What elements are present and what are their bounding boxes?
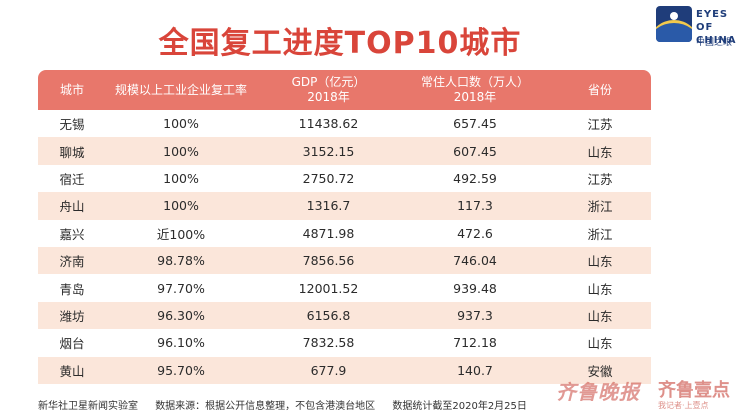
cell-gdp: 7856.56 — [302, 253, 355, 269]
cell-rate: 95.70% — [157, 362, 205, 378]
table-row: 烟台 96.10% 7832.58 712.18 山东 — [38, 329, 651, 357]
header-population: 常住人口数（万人） 2018年 — [401, 75, 549, 105]
cell-province: 浙江 — [587, 199, 613, 215]
cell-population: 937.3 — [457, 307, 493, 323]
cell-city: 青岛 — [59, 281, 85, 297]
header-gdp: GDP（亿元） 2018年 — [256, 75, 401, 105]
cell-province: 江苏 — [587, 171, 613, 187]
cell-province: 浙江 — [587, 226, 613, 242]
header-city: 城市 — [38, 83, 106, 98]
cell-gdp: 4871.98 — [302, 225, 355, 241]
cell-population: 607.45 — [453, 143, 497, 159]
table-row: 聊城 100% 3152.15 607.45 山东 — [38, 137, 651, 165]
table-row: 潍坊 96.30% 6156.8 937.3 山东 — [38, 301, 651, 330]
cell-province: 山东 — [587, 254, 613, 270]
cell-gdp: 2750.72 — [302, 170, 355, 186]
cell-population: 657.45 — [453, 116, 497, 132]
watermark-reporter: 我记者·上壹点 — [658, 401, 709, 410]
cell-city: 济南 — [59, 254, 85, 270]
cell-population: 117.3 — [457, 198, 493, 214]
cell-province: 山东 — [587, 308, 613, 324]
cell-rate: 100% — [163, 116, 199, 132]
table-row: 青岛 97.70% 12001.52 939.48 山东 — [38, 274, 651, 302]
cell-population: 140.7 — [457, 362, 493, 378]
cell-population: 746.04 — [453, 253, 497, 269]
cell-rate: 近100% — [156, 226, 206, 242]
header-province: 省份 — [549, 83, 651, 98]
header-rate: 规模以上工业企业复工率 — [106, 83, 256, 98]
ranking-table: 城市 规模以上工业企业复工率 GDP（亿元） 2018年 常住人口数（万人） 2… — [38, 70, 651, 384]
table-row: 宿迁 100% 2750.72 492.59 江苏 — [38, 164, 651, 193]
cell-city: 潍坊 — [59, 308, 85, 324]
cell-rate: 96.10% — [157, 335, 205, 351]
watermark-paper: 齐鲁晚报 — [556, 380, 640, 404]
footer-cutoff: 数据统计截至2020年2月25日 — [392, 401, 527, 412]
cell-gdp: 3152.15 — [302, 143, 355, 159]
cell-city: 嘉兴 — [59, 226, 85, 242]
logo-cn: 中国之眼 — [696, 38, 733, 48]
cell-city: 宿迁 — [59, 171, 85, 187]
header-gdp-label: GDP（亿元） — [291, 75, 366, 89]
cell-gdp: 677.9 — [310, 362, 347, 378]
table-row: 嘉兴 近100% 4871.98 472.6 浙江 — [38, 219, 651, 247]
cell-province: 山东 — [587, 281, 613, 297]
cell-gdp: 1316.7 — [306, 198, 351, 214]
cell-city: 无锡 — [59, 117, 85, 133]
footer-source-lab: 新华社卫星新闻实验室 — [38, 401, 138, 412]
cell-rate: 100% — [163, 198, 199, 214]
logo-brand: EYES OF CHINA — [696, 8, 748, 47]
cell-population: 712.18 — [453, 335, 497, 351]
header-gdp-year: 2018年 — [307, 90, 350, 104]
logo-brand-line2: CHINA — [696, 35, 737, 46]
cell-city: 舟山 — [59, 199, 85, 215]
table-row: 舟山 100% 1316.7 117.3 浙江 — [38, 192, 651, 220]
page-title: 全国复工进度TOP10城市 — [158, 26, 522, 61]
cell-province: 安徽 — [587, 363, 613, 379]
footer-data-source: 数据来源：根据公开信息整理，不包含港澳台地区 — [155, 401, 376, 412]
cell-rate: 98.78% — [157, 253, 205, 269]
cell-rate: 100% — [163, 143, 199, 159]
cell-population: 939.48 — [453, 280, 497, 296]
cell-city: 烟台 — [59, 336, 85, 352]
cell-gdp: 7832.58 — [302, 335, 355, 351]
watermark-app: 齐鲁壹点 — [658, 380, 730, 401]
eyes-of-china-logo: EYES OF CHINA 中国之眼 — [656, 6, 748, 50]
cell-gdp: 12001.52 — [298, 280, 359, 296]
header-province-label: 省份 — [587, 82, 612, 97]
table-row: 济南 98.78% 7856.56 746.04 山东 — [38, 246, 651, 275]
cell-population: 492.59 — [453, 170, 497, 186]
header-rate-label: 规模以上工业企业复工率 — [114, 82, 247, 97]
cell-rate: 100% — [163, 170, 199, 186]
table-row: 无锡 100% 11438.62 657.45 江苏 — [38, 110, 651, 138]
globe-icon — [656, 6, 692, 42]
footer: 新华社卫星新闻实验室 数据来源：根据公开信息整理，不包含港澳台地区 数据统计截至… — [38, 397, 541, 412]
cell-gdp: 6156.8 — [306, 307, 351, 323]
cell-province: 山东 — [587, 144, 613, 160]
header-population-label: 常住人口数（万人） — [420, 75, 529, 89]
table-header: 城市 规模以上工业企业复工率 GDP（亿元） 2018年 常住人口数（万人） 2… — [38, 70, 651, 110]
cell-population: 472.6 — [457, 225, 493, 241]
header-population-year: 2018年 — [453, 90, 497, 104]
logo-brand-line1: EYES OF — [696, 9, 729, 33]
cell-gdp: 11438.62 — [298, 116, 359, 132]
table-row: 黄山 95.70% 677.9 140.7 安徽 — [38, 356, 651, 384]
cell-province: 山东 — [587, 336, 613, 352]
header-city-label: 城市 — [59, 82, 84, 97]
cell-province: 江苏 — [587, 117, 613, 133]
cell-city: 黄山 — [59, 363, 85, 379]
cell-city: 聊城 — [59, 144, 85, 160]
cell-rate: 96.30% — [157, 307, 205, 323]
cell-rate: 97.70% — [157, 280, 205, 296]
